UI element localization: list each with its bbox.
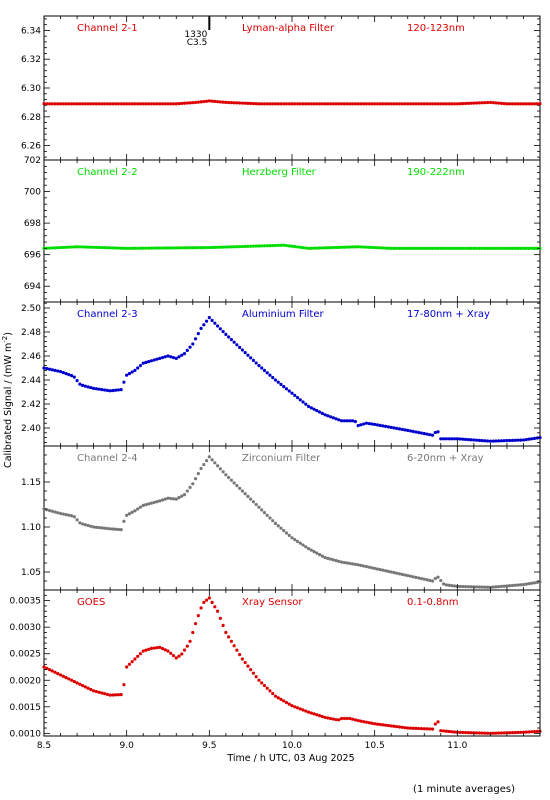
series-points-4 [42, 455, 542, 589]
panel-filter-label: Aluminium Filter [242, 309, 325, 320]
y-tick-label-1: 6.26 [21, 142, 41, 152]
y-tick-label-4: 1.05 [21, 568, 41, 578]
x-tick-label: 11.0 [447, 741, 467, 751]
panel-band-label: 120-123nm [407, 23, 465, 34]
panel-channel-label: Channel 2-3 [77, 309, 138, 320]
y-tick-label-1: 6.30 [21, 84, 41, 94]
y-tick-label-5: 0.0020 [10, 676, 42, 686]
panel-filter-label: Herzberg Filter [242, 167, 317, 178]
panel-frame-3 [43, 301, 541, 447]
series-points-3 [42, 316, 542, 443]
panel-frame-5 [43, 589, 541, 737]
panel-band-label: 17-80nm + Xray [407, 309, 490, 320]
x-tick-label: 10.0 [282, 741, 302, 751]
y-tick-label-3: 2.50 [21, 304, 41, 314]
y-tick-label-3: 2.48 [21, 328, 41, 338]
y-tick-label-2: 696 [24, 251, 41, 261]
series-points-1 [42, 99, 542, 106]
panel-frame-1 [43, 15, 541, 161]
y-axis-title-sup: -2 [1, 336, 9, 343]
footer-note: (1 minute averages) [413, 784, 515, 795]
panel-band-label: 0.1-0.8nm [407, 597, 459, 608]
y-axis-title-close: ) [3, 332, 14, 336]
panel-band-label: 6-20nm + Xray [407, 453, 484, 464]
panel-filter-label: Lyman-alpha Filter [242, 23, 335, 34]
y-tick-label-2: 700 [24, 188, 41, 198]
y-tick-label-5: 0.0025 [10, 650, 42, 660]
y-tick-label-4: 1.15 [21, 478, 41, 488]
panel-filter-label: Xray Sensor [242, 597, 303, 608]
flare-marker-class: C3.5 [187, 38, 208, 48]
y-tick-label-5: 0.0010 [10, 729, 42, 739]
y-tick-label-3: 2.46 [21, 352, 41, 362]
panel-channel-label: Channel 2-2 [77, 167, 138, 178]
y-tick-label-3: 2.42 [21, 400, 41, 410]
panel-filter-label: Zirconium Filter [242, 453, 321, 464]
y-tick-label-3: 2.44 [21, 376, 41, 386]
panel-frame-4 [43, 445, 541, 591]
y-tick-label-2: 698 [24, 219, 41, 229]
x-tick-label: 9.5 [202, 741, 216, 751]
series-points-2 [42, 243, 542, 250]
y-tick-label-5: 0.0030 [10, 623, 42, 633]
x-axis-title: Time / h UTC, 03 Aug 2025 [226, 753, 354, 764]
y-tick-label-4: 1.10 [21, 523, 41, 533]
series-points-5 [42, 596, 542, 735]
x-tick-label: 10.5 [365, 741, 385, 751]
x-tick-label: 9.0 [120, 741, 135, 751]
y-axis-title-main: Calibrated Signal / (mW m [3, 343, 14, 468]
y-tick-label-1: 6.34 [21, 26, 41, 36]
panel-frame-2 [43, 159, 541, 303]
y-tick-label-5: 0.0035 [10, 597, 42, 607]
y-tick-label-5: 0.0015 [10, 703, 42, 713]
panel-band-label: 190-222nm [407, 167, 465, 178]
flare-marker-time: 1330 [184, 30, 207, 40]
y-tick-label-1: 6.28 [21, 113, 41, 123]
x-tick-label: 8.5 [37, 741, 51, 751]
y-tick-label-3: 2.40 [21, 424, 41, 434]
panel-channel-label: Channel 2-1 [77, 23, 138, 34]
y-tick-label-2: 694 [24, 282, 41, 292]
y-tick-label-2: 702 [24, 156, 41, 166]
panel-channel-label: Channel 2-4 [77, 453, 138, 464]
panel-channel-label: GOES [77, 597, 105, 608]
y-axis-title: Calibrated Signal / (mW m-2) [1, 332, 14, 468]
y-tick-label-1: 6.32 [21, 55, 41, 65]
